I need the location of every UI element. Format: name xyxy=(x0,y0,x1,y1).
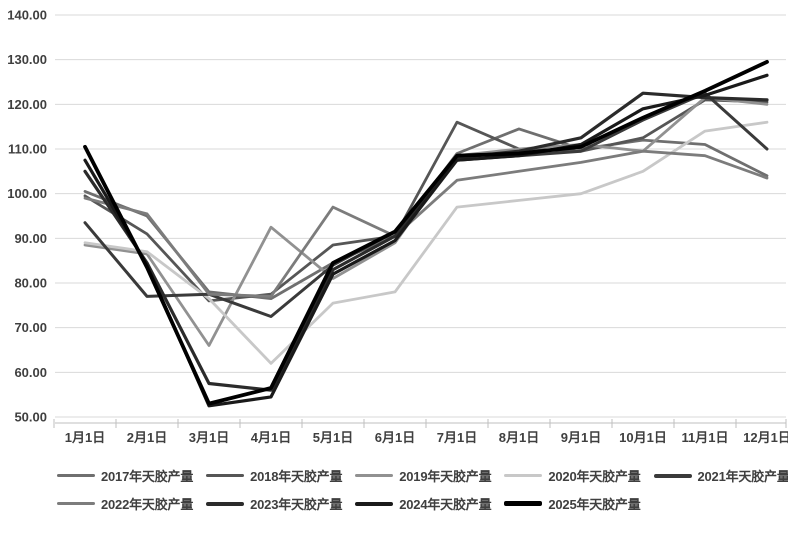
series-line-2022年天胶产量 xyxy=(83,149,769,298)
legend-label: 2024年天胶产量 xyxy=(399,497,492,512)
legend-label: 2025年天胶产量 xyxy=(548,497,641,512)
x-axis-tick-label: 12月1日 xyxy=(743,430,788,445)
y-axis-labels: 50.00 60.00 70.00 80.00 90.00 100.00 110.00 120… xyxy=(7,8,47,425)
y-axis-tick-label: 60.00 xyxy=(14,365,47,380)
legend-swatch-icon xyxy=(504,474,543,477)
legend-label: 2018年天胶产量 xyxy=(250,469,343,484)
y-axis-tick-label: 140.00 xyxy=(7,8,47,23)
series-lines xyxy=(83,60,769,408)
series-line-2017年天胶产量 xyxy=(83,127,769,301)
gridlines xyxy=(55,14,786,418)
y-axis-tick-label: 130.00 xyxy=(7,52,47,67)
chart-legend: 2017年天胶产量 2018年天胶产量 2019年天胶产量 2020年天胶产量 2021… xyxy=(57,466,788,513)
legend-swatch-icon xyxy=(355,501,394,506)
x-axis-tick-label: 3月1日 xyxy=(189,430,229,445)
legend-swatch-icon xyxy=(57,502,95,505)
legend-item-2022年天胶产量: 2022年天胶产量 xyxy=(57,494,193,513)
chart-plot-area: 50.00 60.00 70.00 80.00 90.00 100.00 110.00 120… xyxy=(7,8,788,446)
legend-swatch-icon xyxy=(206,474,245,477)
y-axis-tick-label: 70.00 xyxy=(14,320,47,335)
legend-swatch-icon xyxy=(57,474,95,477)
legend-row: 2017年天胶产量 2018年天胶产量 2019年天胶产量 2020年天胶产量 2021… xyxy=(57,466,788,485)
y-axis-tick-label: 100.00 xyxy=(7,186,47,201)
legend-swatch-icon xyxy=(355,474,394,477)
x-axis-tick-label: 6月1日 xyxy=(375,430,415,445)
legend-row: 2022年天胶产量 2023年天胶产量 2024年天胶产量 2025年天胶产量 xyxy=(57,494,781,513)
legend-item-2023年天胶产量: 2023年天胶产量 xyxy=(206,494,342,513)
y-axis-tick-label: 90.00 xyxy=(14,231,47,246)
x-axis-tick-label: 7月1日 xyxy=(437,430,477,445)
legend-item-2024年天胶产量: 2024年天胶产量 xyxy=(355,494,492,513)
legend-label: 2020年天胶产量 xyxy=(548,469,641,484)
legend-swatch-icon xyxy=(206,501,245,506)
legend-label: 2022年天胶产量 xyxy=(101,497,194,512)
x-axis-tick-label: 9月1日 xyxy=(561,430,601,445)
legend-item-2020年天胶产量: 2020年天胶产量 xyxy=(504,466,641,485)
legend-item-2021年天胶产量: 2021年天胶产量 xyxy=(653,466,788,485)
legend-label: 2019年天胶产量 xyxy=(399,469,492,484)
series-line-2023年天胶产量 xyxy=(83,91,769,392)
legend-item-2025年天胶产量: 2025年天胶产量 xyxy=(504,494,641,513)
legend-swatch-icon xyxy=(653,473,692,478)
y-axis-tick-label: 110.00 xyxy=(8,142,47,157)
x-axis-labels: 1月1日 2月1日 3月1日 4月1日 5月1日 6月1日 7月1日 8月1日 9月1日 10月1… xyxy=(65,430,788,445)
y-axis-tick-label: 120.00 xyxy=(7,97,47,112)
legend-label: 2023年天胶产量 xyxy=(250,497,343,512)
x-axis-tick-label: 10月1日 xyxy=(619,430,667,445)
legend-item-2019年天胶产量: 2019年天胶产量 xyxy=(355,466,492,485)
x-axis-tick-label: 1月1日 xyxy=(65,430,105,445)
series-line-2020年天胶产量 xyxy=(83,120,769,365)
series-line-2019年天胶产量 xyxy=(83,96,769,347)
x-axis-tick-label: 8月1日 xyxy=(499,430,539,445)
legend-item-2018年天胶产量: 2018年天胶产量 xyxy=(206,466,342,485)
x-axis-tick-label: 5月1日 xyxy=(313,430,353,445)
legend-swatch-icon xyxy=(504,501,543,506)
x-axis-tick-label: 11月1日 xyxy=(682,430,729,445)
legend-item-2017年天胶产量: 2017年天胶产量 xyxy=(57,466,193,485)
x-axis-tick-label: 4月1日 xyxy=(251,430,291,445)
y-axis-tick-label: 50.00 xyxy=(14,410,47,425)
legend-label: 2021年天胶产量 xyxy=(697,469,788,484)
x-axis xyxy=(53,419,787,428)
legend-label: 2017年天胶产量 xyxy=(101,469,194,484)
x-axis-tick-label: 2月1日 xyxy=(127,430,167,445)
series-line-2025年天胶产量 xyxy=(83,60,769,406)
y-axis-tick-label: 80.00 xyxy=(14,276,47,291)
